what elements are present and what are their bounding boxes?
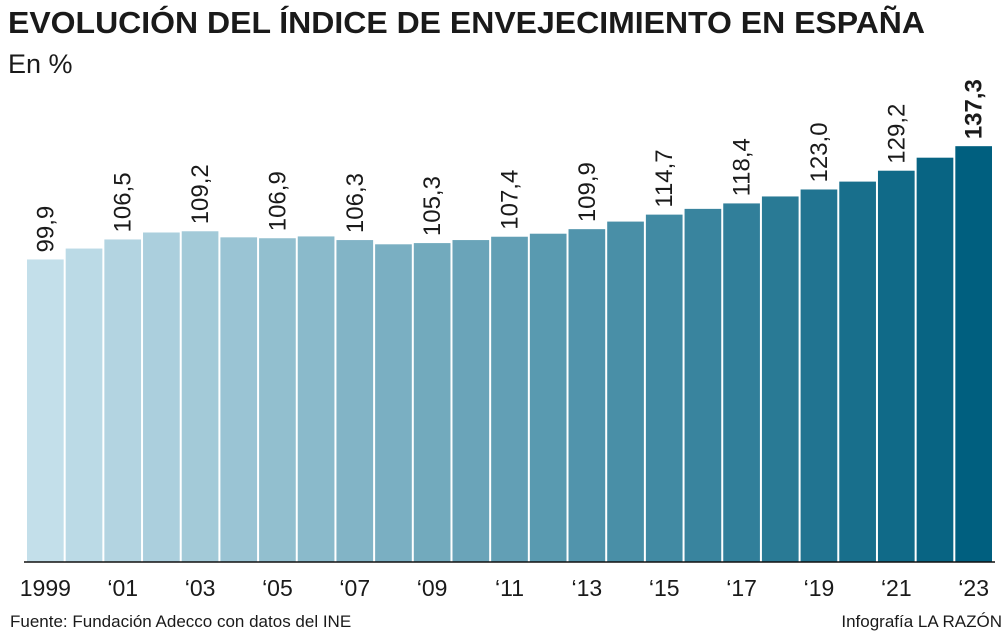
x-tick-label: ‘17: [726, 575, 757, 601]
bar: [181, 231, 219, 562]
bar: [259, 238, 296, 562]
data-label: 123,0: [806, 122, 833, 182]
data-label: 129,2: [883, 104, 910, 164]
data-label: 106,9: [264, 171, 291, 231]
bar: [375, 244, 412, 562]
bar: [27, 259, 64, 562]
bar: [955, 146, 992, 563]
data-label: 106,3: [342, 173, 369, 233]
x-tick-label: ‘01: [107, 575, 138, 601]
data-label: 107,4: [497, 170, 524, 230]
bar: [491, 236, 528, 562]
data-label: 106,5: [110, 172, 137, 232]
x-tick-label: 1999: [20, 575, 71, 601]
data-label: 109,9: [574, 162, 601, 222]
x-tick-label: ‘15: [649, 575, 680, 601]
chart-title: EVOLUCIÓN DEL ÍNDICE DE ENVEJECIMIENTO E…: [8, 4, 925, 40]
data-label: 99,9: [32, 206, 59, 253]
x-tick-label: ‘03: [185, 575, 216, 601]
bar: [800, 189, 838, 562]
bar: [220, 237, 258, 562]
source: Fuente: Fundación Adecco con datos del I…: [10, 612, 351, 631]
chart-subtitle: En %: [8, 49, 73, 79]
bar: [568, 229, 606, 562]
bar: [143, 232, 180, 562]
data-label: 109,2: [187, 164, 214, 224]
bar: [413, 243, 451, 562]
x-tick-label: ‘11: [495, 575, 524, 601]
bar: [916, 157, 954, 562]
x-tick-label: ‘09: [417, 575, 448, 601]
x-tick-label: ‘19: [804, 575, 835, 601]
x-tick-label: ‘07: [339, 575, 370, 601]
data-label: 137,3: [961, 79, 988, 139]
bar: [684, 208, 722, 562]
bar: [761, 196, 799, 563]
bar: [336, 240, 374, 562]
bar: [607, 221, 644, 563]
bar: [877, 170, 915, 563]
data-label: 118,4: [729, 138, 756, 196]
x-tick-label: ‘13: [572, 575, 603, 601]
bar: [723, 203, 760, 562]
bar: [297, 236, 335, 562]
data-label: 114,7: [651, 149, 678, 207]
bar: [645, 214, 683, 562]
x-tick-label: ‘23: [958, 575, 989, 601]
bar: [839, 181, 876, 562]
x-tick-label: ‘21: [881, 575, 912, 601]
bar: [529, 233, 567, 562]
x-tick-label: ‘05: [262, 575, 293, 601]
data-label: 105,3: [419, 176, 446, 236]
credit: Infografía LA RAZÓN: [841, 612, 1002, 631]
bar: [452, 240, 490, 562]
bar: [104, 239, 142, 562]
bar: [65, 248, 103, 563]
